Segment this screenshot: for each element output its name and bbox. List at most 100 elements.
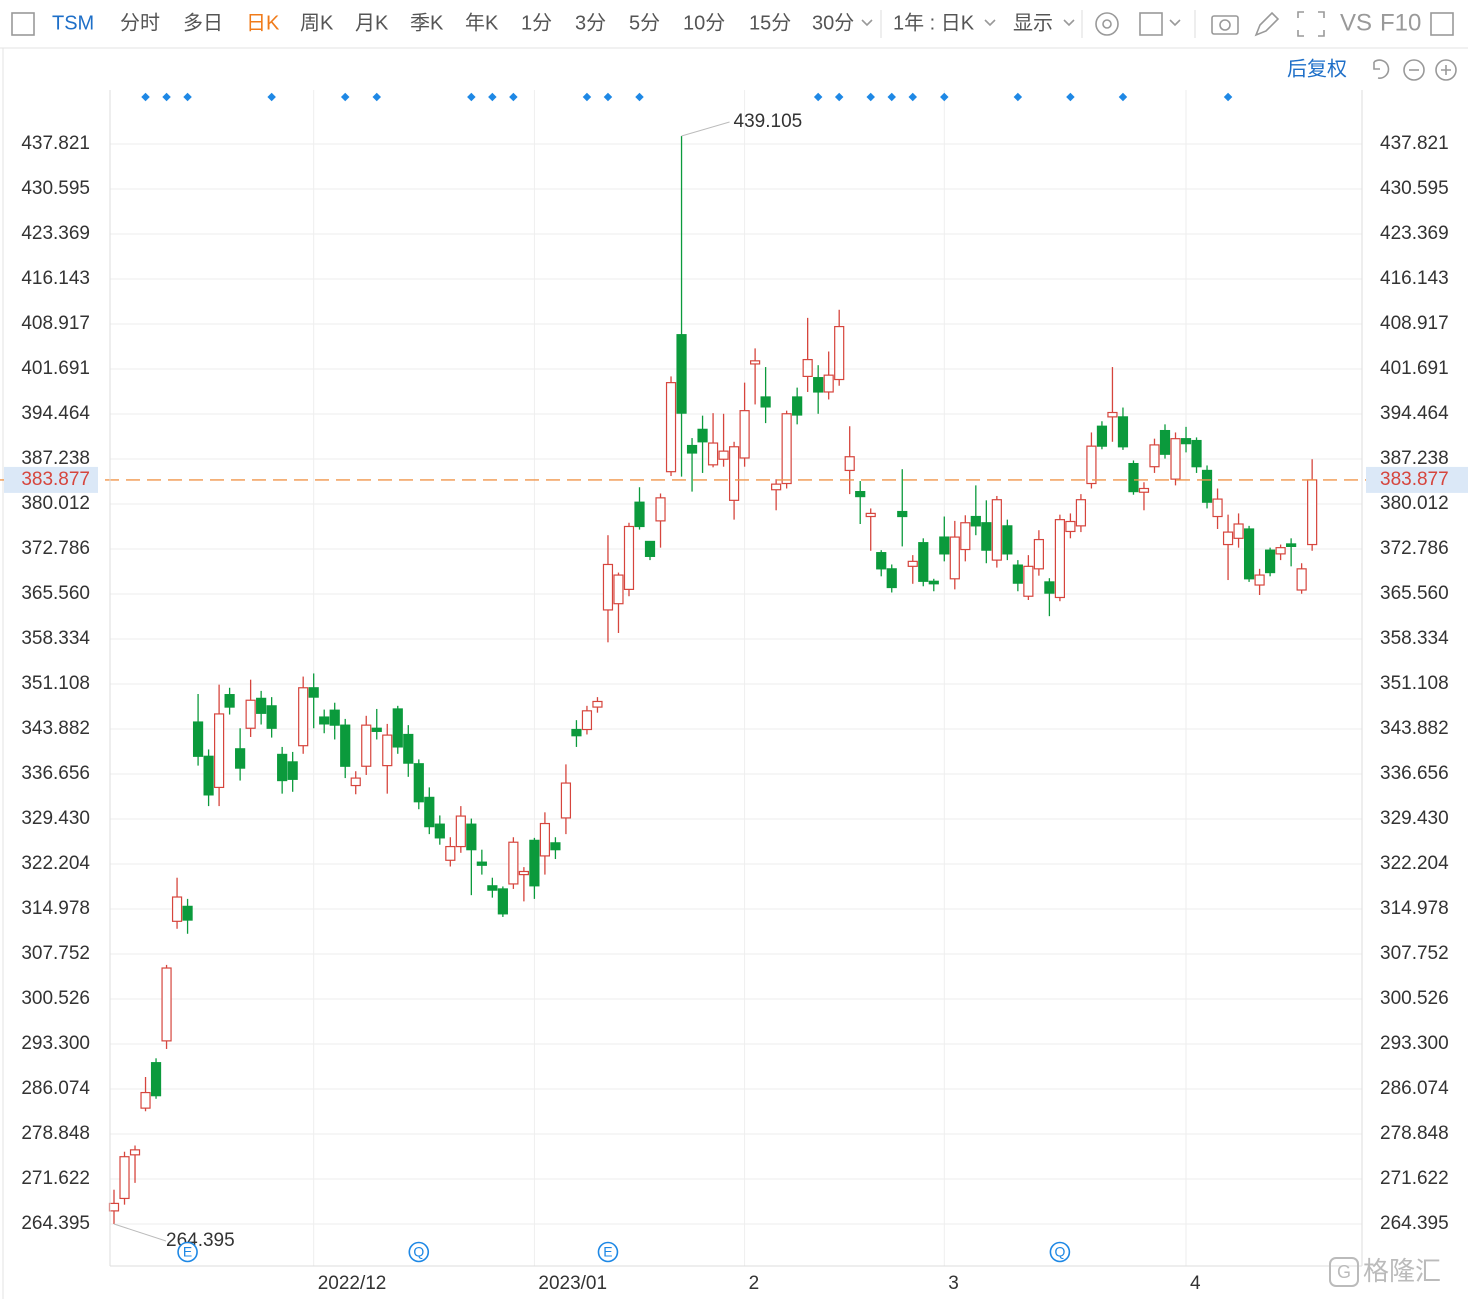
period-tab[interactable]: 日K — [246, 12, 280, 34]
y-tick-label: 278.848 — [21, 1123, 90, 1144]
candle-body — [1307, 479, 1318, 546]
settings-icon-core — [1102, 19, 1112, 29]
pencil-icon[interactable] — [1254, 11, 1280, 37]
fullscreen-icon[interactable] — [1297, 11, 1325, 37]
candle-body — [192, 721, 204, 757]
event-dot[interactable] — [467, 92, 476, 102]
y-tick-label: 430.595 — [21, 178, 90, 199]
y-tick-label-right: 329.430 — [1380, 808, 1449, 829]
period-tab[interactable]: 周K — [300, 12, 334, 34]
y-tick-label: 343.882 — [21, 718, 90, 739]
settings-icon[interactable] — [1095, 12, 1119, 36]
period-tab[interactable]: 5分 — [629, 11, 660, 34]
candle-body — [876, 552, 887, 570]
candle-body — [1264, 549, 1276, 574]
candle-body — [676, 334, 687, 414]
candle-body — [1170, 438, 1181, 480]
candle-body — [1149, 444, 1160, 468]
candle-body — [1254, 574, 1265, 586]
event-dot[interactable] — [162, 92, 171, 102]
period-tab[interactable]: 年K — [465, 11, 499, 34]
event-dot[interactable] — [183, 92, 192, 102]
candle-body — [823, 374, 834, 393]
period-tab[interactable]: 分时 — [120, 11, 160, 34]
candle-body — [298, 687, 309, 747]
event-marker[interactable] — [408, 1241, 430, 1263]
event-marker[interactable] — [177, 1241, 198, 1263]
candle-body — [623, 525, 635, 590]
y-tick-label-right: 343.882 — [1380, 718, 1449, 739]
candle-body — [918, 542, 929, 582]
y-tick-label-right: 351.108 — [1380, 673, 1449, 694]
reset-icon[interactable] — [1373, 59, 1390, 79]
event-dot[interactable] — [372, 92, 381, 102]
candle-body — [203, 755, 214, 796]
candle-body — [1159, 429, 1171, 455]
watermark-logo — [1329, 1257, 1359, 1287]
event-marker[interactable] — [1049, 1241, 1071, 1263]
candle-body — [1075, 499, 1087, 527]
display-select[interactable]: 显示 — [1013, 12, 1053, 34]
period-tab[interactable]: 多日 — [183, 11, 223, 34]
f10-button[interactable]: F10 — [1380, 9, 1421, 36]
candle-body — [476, 861, 487, 866]
y-tick-label-right: 322.204 — [1380, 853, 1449, 874]
candle-body — [245, 699, 256, 729]
period-tab[interactable]: 月K — [355, 12, 389, 34]
period-tabs: 分时 多日 日K 周K 月K 季K 年K 1分 3分 5分 10分 15分 30分 — [120, 11, 854, 34]
chevron — [984, 19, 996, 27]
layout-icon[interactable] — [1139, 12, 1163, 36]
candle-body — [1002, 525, 1013, 555]
watermark: 格隆汇 — [1363, 1256, 1441, 1286]
period-tab[interactable]: 季K — [410, 11, 444, 34]
event-marker[interactable] — [597, 1241, 619, 1263]
x-tick-label: 4 — [1190, 1273, 1201, 1294]
candle-body — [350, 777, 361, 787]
y-tick-label: 336.656 — [21, 763, 90, 784]
y-tick-label: 380.012 — [21, 493, 90, 514]
y-tick-label: 401.691 — [21, 358, 90, 379]
min-annotation: 264.395 — [166, 1230, 235, 1251]
y-tick-label-right: 336.656 — [1380, 763, 1449, 784]
event-dot[interactable] — [141, 92, 150, 102]
y-tick-label-right: 365.560 — [1380, 583, 1449, 604]
y-tick-label-right: 423.369 — [1380, 223, 1449, 244]
period-tab[interactable]: 30分 — [812, 11, 854, 34]
y-tick-label-right: 300.526 — [1380, 988, 1449, 1009]
y-tick-label-right: 293.300 — [1380, 1033, 1449, 1054]
zoom-in-icon[interactable] — [1435, 59, 1457, 81]
candle-body — [592, 700, 603, 708]
y-tick-label-right: 408.917 — [1380, 313, 1449, 334]
candle-body — [550, 842, 561, 851]
range-select[interactable]: 1年 : 日K — [893, 11, 975, 34]
period-tab[interactable]: 10分 — [683, 11, 725, 34]
candle-body — [602, 563, 614, 611]
vs-button[interactable]: VS — [1340, 9, 1372, 36]
candle-body — [855, 491, 866, 498]
event-dot[interactable] — [340, 92, 350, 102]
symbol[interactable]: TSM — [52, 12, 94, 34]
chevron — [861, 19, 873, 27]
period-tab[interactable]: 3分 — [575, 11, 606, 34]
adjust-button[interactable]: 后复权 — [1287, 57, 1347, 80]
candle-body — [634, 501, 645, 528]
candle-body — [750, 360, 761, 365]
candle-body — [613, 574, 624, 605]
period-tab[interactable]: 1分 — [521, 11, 552, 34]
y-tick-label: 307.752 — [21, 943, 90, 964]
menu-icon[interactable] — [11, 12, 35, 36]
event-dot[interactable] — [267, 92, 276, 102]
zoom-out-icon[interactable] — [1403, 59, 1425, 81]
y-tick-label: 365.560 — [21, 583, 90, 604]
candle-body — [560, 782, 572, 819]
candle-body — [140, 1091, 151, 1109]
candle-body — [813, 377, 824, 393]
y-tick-label: 271.622 — [21, 1168, 90, 1189]
period-tab[interactable]: 15分 — [749, 11, 791, 34]
event-dot[interactable] — [488, 92, 497, 102]
candle-body — [487, 885, 498, 891]
candle-body — [182, 905, 193, 921]
candle-body — [792, 396, 803, 416]
panel-icon[interactable] — [1430, 12, 1454, 36]
camera-icon[interactable] — [1211, 15, 1239, 35]
